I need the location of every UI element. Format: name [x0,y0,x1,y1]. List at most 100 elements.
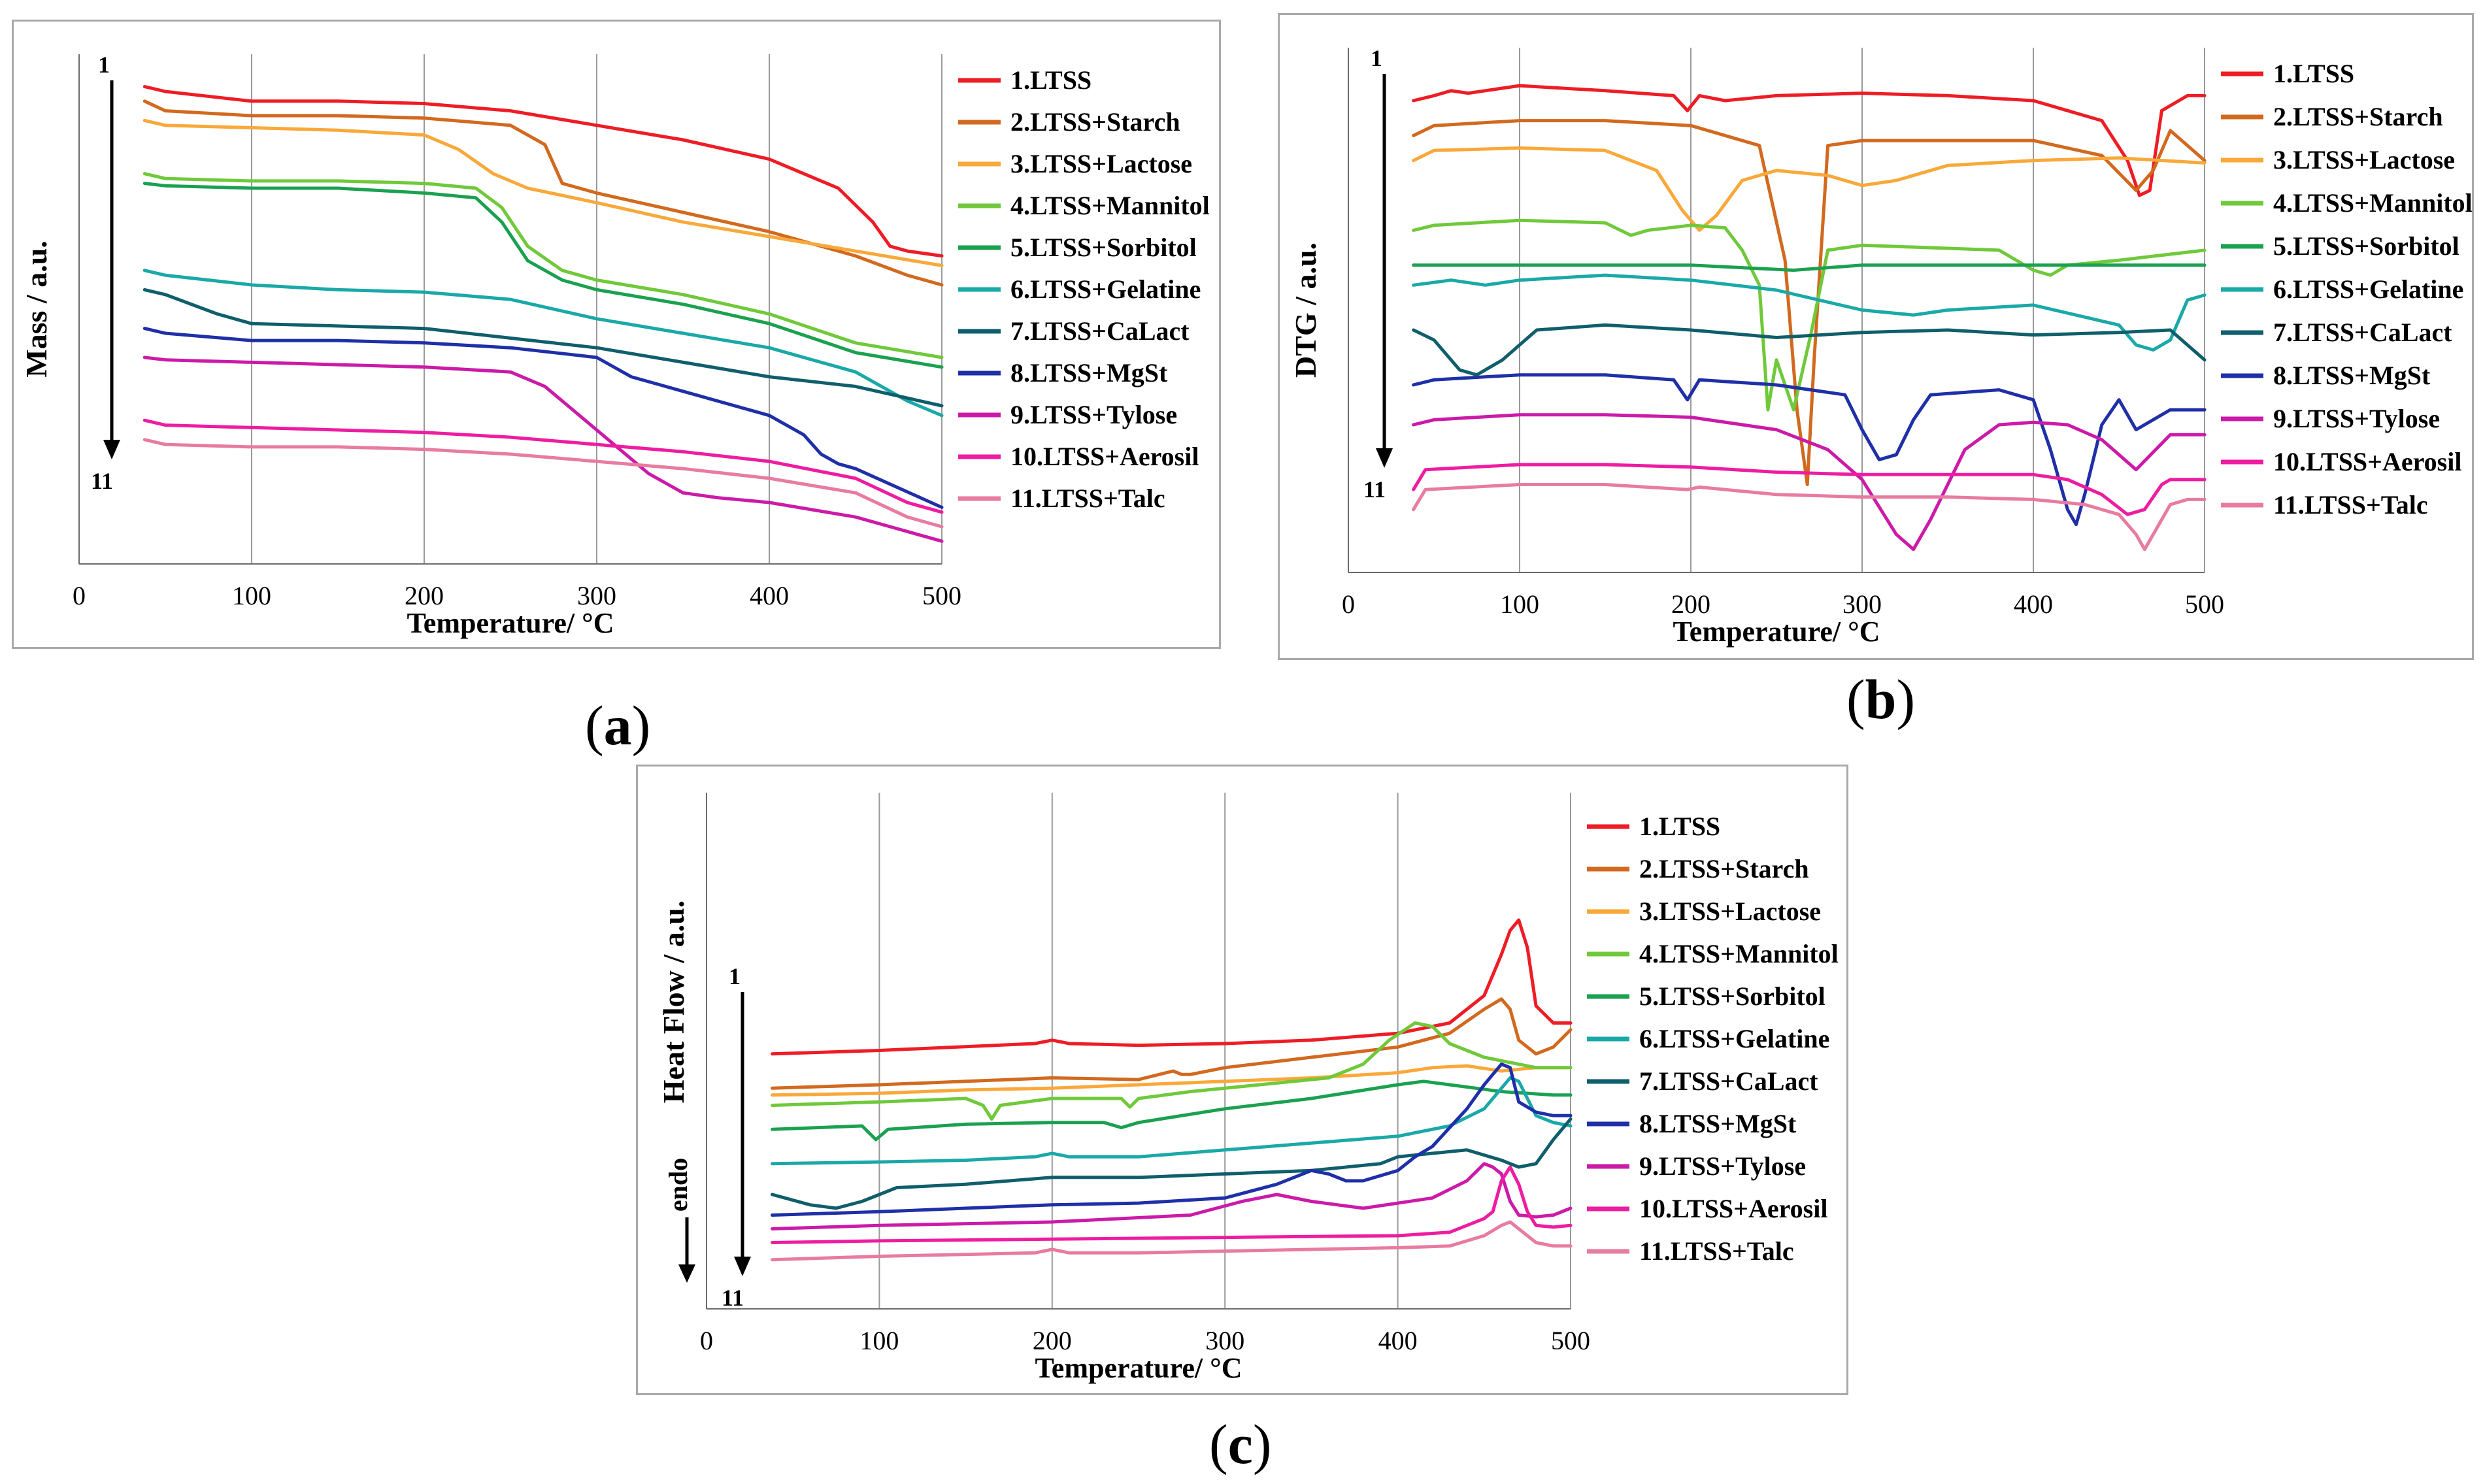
series-end-marker: 11 [1363,476,1386,503]
series-line-3 [142,118,944,267]
x-tick-label: 400 [2014,589,2053,619]
chart-a: 0 100 200 300 400 500 Temperature/ °C Mass / a.… [20,52,1210,639]
legend-entry: 9.LTSS+Tylose [2273,404,2440,433]
y-axis-title: Mass / a.u. [20,240,53,378]
legend-entry: 9.LTSS+Tylose [1639,1151,1806,1181]
series-line-3 [771,1064,1573,1097]
legend-entry: 4.LTSS+Mannitol [1010,191,1210,220]
legend-entry: 7.LTSS+CaLact [2273,318,2452,347]
legend-entry: 7.LTSS+CaLact [1010,316,1190,346]
series-line-9 [1412,413,2207,552]
series-line-5 [771,1080,1573,1142]
series-line-8 [771,1063,1573,1217]
x-tick-label: 0 [1342,589,1355,619]
legend-entry: 2.LTSS+Starch [1639,854,1809,883]
series-line-11 [771,1220,1573,1262]
series-line-2 [771,997,1573,1090]
chart-b: 0 100 200 300 400 500 Temperature/ °C DTG / a.u… [1289,45,2473,648]
series-line-4 [771,1021,1573,1121]
x-tick-label: 0 [700,1326,713,1355]
panel-label-a: (a) [585,694,651,757]
x-tick-label: 100 [859,1326,899,1355]
legend-entry: 9.LTSS+Tylose [1010,400,1177,429]
x-tick-label: 500 [922,581,961,610]
series-end-marker: 11 [91,468,113,494]
legend-entry: 10.LTSS+Aerosil [1639,1194,1827,1223]
y-axis-title: Heat Flow / a.u. [657,900,690,1103]
legend-entry: 11.LTSS+Talc [1010,484,1165,513]
series-line-10 [1412,463,2207,516]
series-line-8 [142,327,944,509]
legend-entry: 8.LTSS+MgSt [1639,1109,1797,1138]
legend-entry: 2.LTSS+Starch [2273,102,2443,131]
series-line-7 [142,288,944,408]
legend-entry: 6.LTSS+Gelatine [2273,274,2463,304]
legend-entry: 5.LTSS+Sorbitol [1639,981,1825,1011]
x-tick-label: 500 [1551,1326,1590,1355]
legend-entry: 11.LTSS+Talc [1639,1236,1794,1266]
legend-entry: 4.LTSS+Mannitol [1639,939,1839,968]
series-line-1 [1412,84,2207,197]
series-line-7 [771,1117,1573,1210]
chart-c: 0 100 200 300 400 500 Temperature/ °C Heat Flow… [657,793,1839,1384]
series-start-marker: 1 [98,52,110,78]
series-line-6 [771,1076,1573,1166]
series-line-1 [771,918,1573,1056]
legend-entry: 6.LTSS+Gelatine [1010,274,1201,304]
legend-entry: 1.LTSS [1639,812,1720,841]
x-tick-label: 100 [232,581,271,610]
legend-entry: 1.LTSS [2273,59,2354,88]
legend-entry: 2.LTSS+Starch [1010,107,1180,137]
arrow-head [103,440,120,459]
series-start-marker: 1 [1371,45,1382,71]
x-tick-label: 200 [1671,589,1710,619]
series-line-2 [142,99,944,287]
arrow-head [734,1257,751,1276]
series-line-2 [1412,119,2207,486]
panel-a: 0 100 200 300 400 500 Temperature/ °C Mass / a.… [12,20,1221,649]
y-axis-title: DTG / a.u. [1289,242,1322,378]
x-tick-label: 0 [73,581,86,610]
legend-entry: 3.LTSS+Lactose [2273,145,2455,174]
series-line-4 [1412,218,2207,412]
panel-label-b: (b) [1846,668,1916,731]
x-tick-label: 500 [2185,589,2224,619]
series-end-marker: 11 [722,1285,744,1311]
series-start-marker: 1 [729,963,741,989]
arrow-head [1376,448,1393,468]
legend-entry: 10.LTSS+Aerosil [2273,447,2461,476]
legend-entry: 5.LTSS+Sorbitol [2273,231,2459,261]
series-line-7 [1412,323,2207,377]
panel-c: 0 100 200 300 400 500 Temperature/ °C Heat Flow… [636,765,1848,1395]
series-line-9 [142,355,944,543]
series-line-10 [771,1165,1573,1244]
x-axis-title: Temperature/ °C [407,607,614,639]
legend-entry: 10.LTSS+Aerosil [1010,442,1199,471]
x-tick-label: 200 [405,581,444,610]
series-line-8 [1412,373,2207,527]
series-line-5 [1412,263,2207,272]
series-line-6 [142,269,944,418]
series-line-4 [142,172,944,359]
legend-entry: 3.LTSS+Lactose [1639,897,1821,926]
series-line-9 [771,1162,1573,1230]
legend-entry: 3.LTSS+Lactose [1010,149,1192,178]
series-line-6 [1412,273,2207,352]
legend-entry: 6.LTSS+Gelatine [1639,1024,1829,1053]
x-tick-label: 400 [750,581,789,610]
x-axis-title: Temperature/ °C [1673,616,1880,648]
series-line-5 [142,182,944,369]
series-line-11 [142,438,944,529]
endo-arrow-head [678,1264,695,1283]
panel-b: 0 100 200 300 400 500 Temperature/ °C DTG / a.u… [1278,13,2474,660]
series-line-10 [142,418,944,514]
x-tick-label: 400 [1378,1326,1418,1355]
series-line-1 [142,85,944,258]
x-tick-label: 300 [1842,589,1882,619]
endo-label: endo [663,1158,693,1212]
legend-entry: 4.LTSS+Mannitol [2273,188,2473,218]
x-tick-label: 300 [577,581,616,610]
legend-entry: 1.LTSS [1010,65,1092,95]
legend-entry: 5.LTSS+Sorbitol [1010,233,1197,262]
legend-entry: 8.LTSS+MgSt [1010,358,1168,387]
